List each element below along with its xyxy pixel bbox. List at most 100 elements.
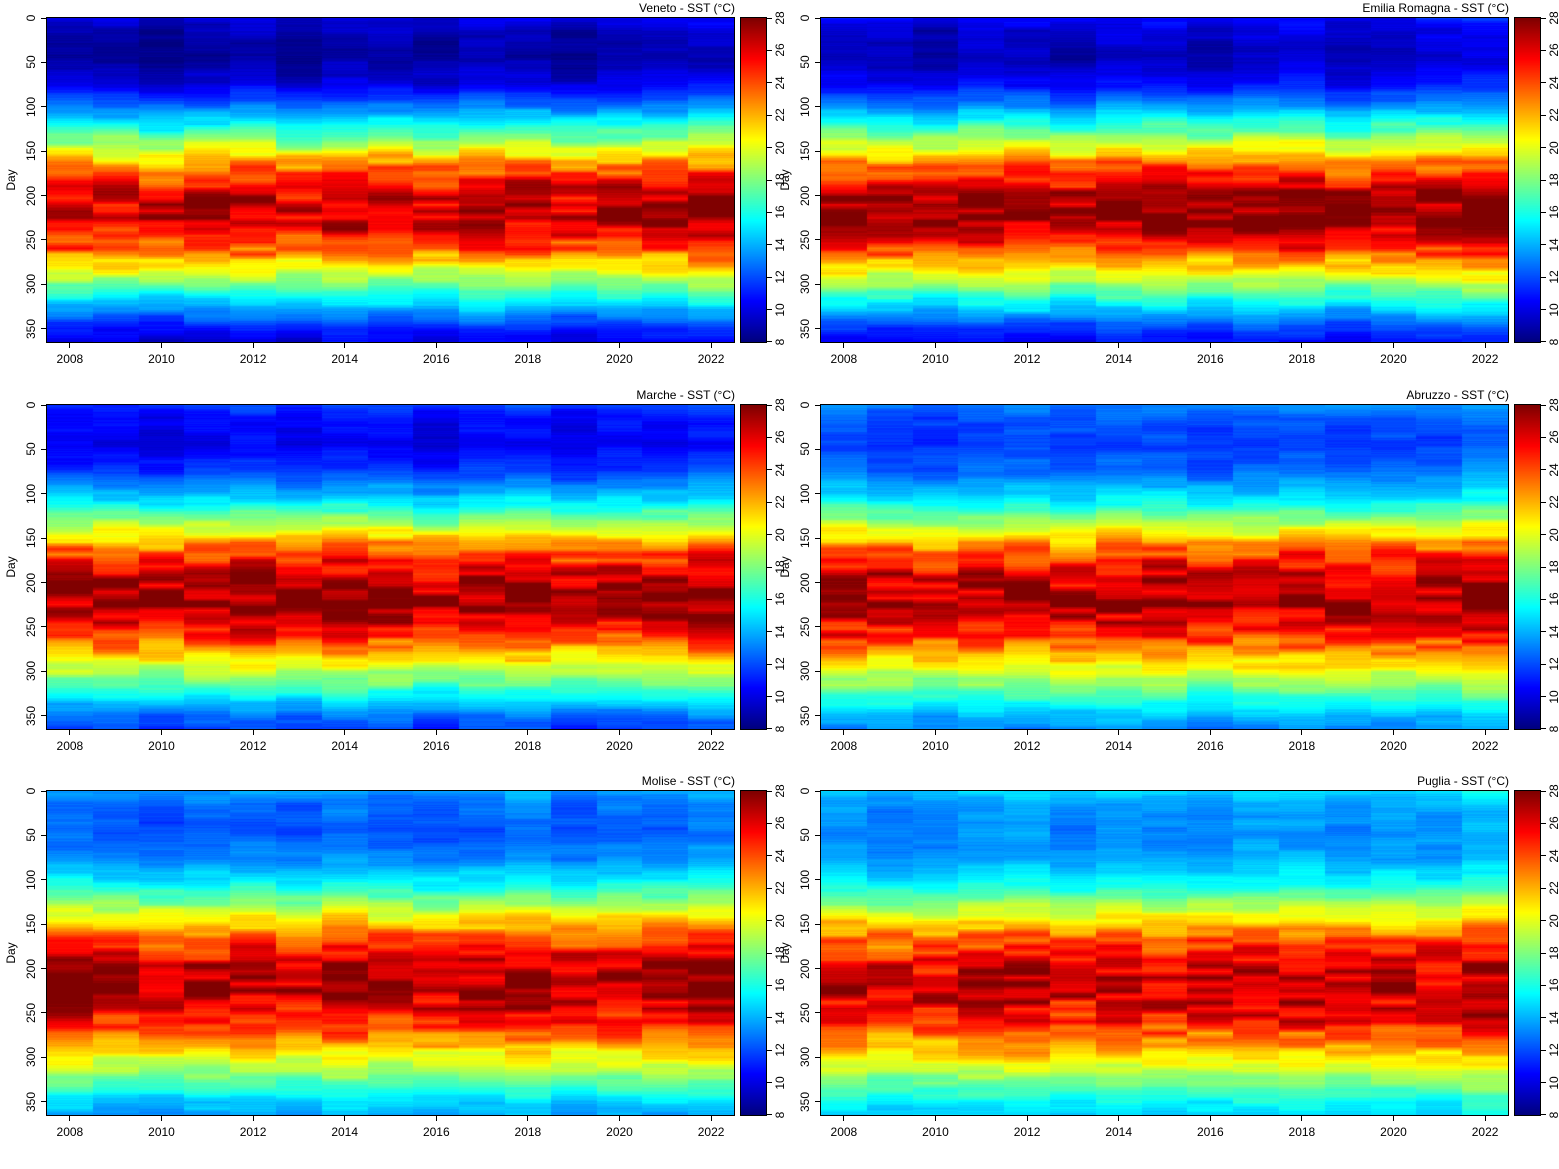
colorbar-tick (767, 631, 772, 633)
y-tick-label: 0 (24, 14, 38, 22)
y-tick (41, 1012, 46, 1014)
x-tick (1484, 1116, 1486, 1121)
x-tick-label: 2012 (1013, 739, 1041, 753)
x-tick-label: 2018 (1288, 739, 1316, 753)
colorbar-tick-label: 22 (1547, 495, 1559, 509)
x-tick (435, 730, 437, 735)
panel-abruzzo: Abruzzo - SST (°C) Day 81012141618202224… (778, 389, 1559, 754)
colorbar-tick-label: 16 (773, 978, 787, 993)
x-tick-label: 2018 (514, 352, 542, 366)
x-tick-label: 2022 (697, 352, 725, 366)
colorbar-tick (767, 920, 772, 922)
y-tick-label: 250 (798, 616, 812, 637)
colorbar-tick (767, 501, 772, 503)
colorbar-tick (1541, 82, 1546, 84)
y-tick-label: 50 (24, 442, 38, 457)
y-axis-label: Day (4, 942, 18, 964)
x-tick (252, 343, 254, 348)
y-tick-label: 300 (798, 1047, 812, 1068)
x-tick (1026, 343, 1028, 348)
colorbar-tick-label: 12 (773, 657, 787, 671)
colorbar-tick-label: 16 (773, 592, 787, 607)
x-tick-label: 2010 (922, 739, 949, 753)
x-tick-label: 2020 (606, 739, 633, 753)
x-tick-label: 2020 (1380, 739, 1407, 753)
y-tick-label: 0 (24, 787, 38, 795)
colorbar-tick-label: 20 (773, 140, 787, 155)
y-tick (815, 61, 820, 63)
colorbar-tick (767, 179, 772, 181)
colorbar-tick-label: 20 (1547, 527, 1559, 542)
x-tick-label: 2014 (331, 1125, 359, 1139)
colorbar-tick-label: 16 (1547, 592, 1559, 607)
y-tick-label: 350 (798, 705, 812, 726)
x-tick-label: 2018 (1288, 1125, 1316, 1139)
x-tick (252, 1116, 254, 1121)
x-tick (1026, 730, 1028, 735)
x-tick (1209, 730, 1211, 735)
x-tick-label: 2014 (331, 352, 359, 366)
colorbar-tick-label: 28 (1547, 11, 1559, 25)
y-tick (815, 448, 820, 450)
y-axis-label: Day (778, 556, 792, 578)
colorbar-gradient-canvas (1515, 18, 1540, 342)
y-tick (815, 968, 820, 970)
y-tick-label: 0 (798, 787, 812, 795)
x-tick (69, 1116, 71, 1121)
x-tick-label: 2020 (606, 1125, 633, 1139)
panel-emilia-romagna: Emilia Romagna - SST (°C) Day 8 10 12 14 16 1… (778, 2, 1559, 367)
x-tick (1301, 343, 1303, 348)
x-tick-label: 2014 (1105, 739, 1133, 753)
x-tick (843, 343, 845, 348)
x-tick-label: 2008 (830, 1125, 858, 1139)
y-tick (41, 790, 46, 792)
colorbar-tick (1541, 1049, 1546, 1051)
y-tick (41, 923, 46, 925)
colorbar-tick-label: 28 (773, 11, 787, 25)
x-tick (344, 1116, 346, 1121)
colorbar-tick-label: 14 (773, 625, 787, 639)
y-tick-label: 100 (24, 869, 38, 890)
x-tick-label: 2012 (1013, 1125, 1041, 1139)
y-tick (41, 537, 46, 539)
y-tick (815, 328, 820, 330)
colorbar-tick-label: 18 (1547, 560, 1559, 574)
colorbar-tick-label: 10 (1547, 689, 1559, 704)
colorbar-tick (1541, 598, 1546, 600)
y-tick-label: 150 (798, 914, 812, 935)
colorbar-tick-label: 24 (1547, 849, 1559, 863)
colorbar-tick (1541, 276, 1546, 278)
x-tick (710, 1116, 712, 1121)
y-tick (815, 404, 820, 406)
y-tick (41, 879, 46, 881)
colorbar-tick (1541, 791, 1546, 792)
colorbar-tick-label: 14 (1547, 1011, 1559, 1025)
colorbar-tick-label: 22 (773, 495, 787, 509)
x-tick (161, 343, 162, 348)
colorbar-tick-label: 18 (1547, 946, 1559, 960)
x-tick (1484, 343, 1486, 348)
colorbar-tick (1541, 822, 1546, 824)
x-tick (252, 730, 254, 735)
colorbar-tick (1541, 114, 1546, 116)
colorbar-tick-label: 14 (1547, 625, 1559, 639)
colorbar-tick-label: 8 (773, 338, 787, 346)
colorbar-tick (1541, 663, 1546, 665)
x-tick (69, 343, 71, 348)
x-tick (1393, 1116, 1394, 1121)
sst-heatmap-canvas (47, 405, 734, 729)
y-tick-label: 350 (798, 318, 812, 339)
y-tick (815, 106, 820, 108)
y-tick (41, 106, 46, 108)
colorbar-tick-label: 16 (773, 205, 787, 220)
colorbar-tick (1541, 341, 1546, 342)
colorbar-tick (767, 469, 772, 471)
colorbar-tick (767, 1049, 772, 1051)
colorbar-tick (1541, 18, 1546, 19)
colorbar-tick-label: 22 (773, 108, 787, 122)
y-tick-label: 300 (798, 661, 812, 682)
y-tick (41, 448, 46, 450)
y-tick (41, 283, 46, 285)
